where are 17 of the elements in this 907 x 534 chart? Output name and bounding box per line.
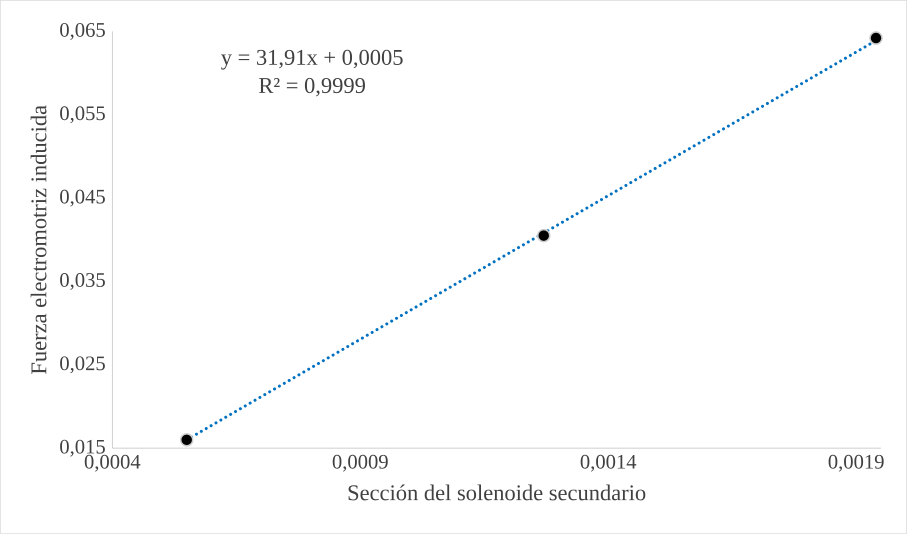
point	[869, 31, 883, 45]
y-tick-label: 0,025	[60, 356, 105, 374]
point	[537, 228, 550, 242]
y-axis-title: Fuerza electromotriz inducida	[30, 105, 46, 374]
y-tick-label: 0,055	[60, 106, 105, 124]
y-tick-label: 0,035	[60, 273, 105, 290]
x-tick-label: 0,0004	[84, 454, 140, 472]
annotation: y = 31,91x + 0,0005	[221, 50, 403, 70]
y-tick-label: 0,045	[60, 190, 105, 207]
point	[180, 433, 194, 447]
x-tick-label: 0,0014	[580, 454, 636, 472]
x-axis-title: Sección del solenoide secundario	[348, 484, 646, 500]
y-tick-label: 0,015	[60, 440, 105, 457]
x-tick-label: 0,0009	[332, 454, 388, 472]
y-tick-label: 0,065	[60, 23, 105, 40]
annotation: R² = 0,9999	[259, 78, 365, 96]
x-tick-label: 0,0019	[828, 454, 884, 472]
